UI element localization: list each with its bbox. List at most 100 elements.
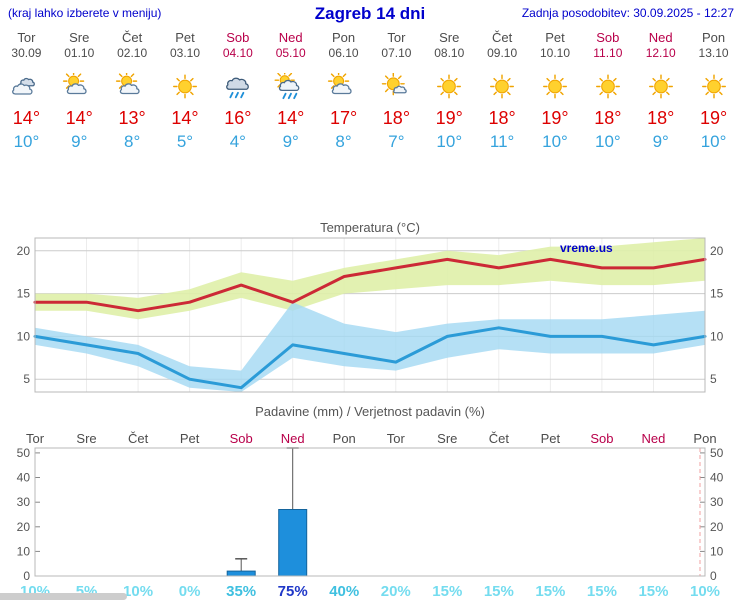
day-max-temp: 19° <box>435 108 463 128</box>
day-name: Pon <box>331 30 356 45</box>
day-column[interactable]: Sre 08.10 19° 10° <box>423 30 476 151</box>
precip-probability: 10% <box>689 583 721 600</box>
day-date: 12.10 <box>645 46 676 60</box>
precip-probability-row: 10% 5% 10% 0% 35% 75% 40% 20% 15% 15% 15% 15% 15% 10% <box>0 583 740 600</box>
day-date: 09.10 <box>487 46 518 60</box>
day-date: 07.10 <box>381 46 412 60</box>
precip-day-label: Čet <box>127 431 149 446</box>
temp-axis-label: 15 <box>710 287 724 301</box>
day-date: 08.10 <box>434 46 465 60</box>
day-name: Čet <box>122 30 143 45</box>
day-name: Pet <box>545 30 565 45</box>
day-min-temp: 5° <box>176 132 194 151</box>
day-min-temp: 11° <box>489 132 515 151</box>
day-max-temp: 18° <box>594 108 622 128</box>
sunny-icon <box>476 73 529 101</box>
day-date: 06.10 <box>328 46 359 60</box>
day-column[interactable]: Sre 01.10 14° 9° <box>53 30 106 151</box>
day-date: 13.10 <box>698 46 729 60</box>
precip-axis-label: 10 <box>17 544 31 558</box>
precip-day-label: Ned <box>641 431 666 446</box>
precipitation-chart-title: Padavine (mm) / Verjetnost padavin (%) <box>255 404 485 419</box>
temp-axis-label: 5 <box>710 372 717 386</box>
precip-axis-label: 30 <box>710 495 724 509</box>
precip-probability: 20% <box>380 583 411 600</box>
day-column[interactable]: Čet 02.10 13° 8° <box>106 30 159 151</box>
precip-probability: 15% <box>432 583 463 600</box>
day-column[interactable]: Ned 12.10 18° 9° <box>634 30 687 151</box>
temperature-chart-title: Temperatura (°C) <box>320 220 420 235</box>
precip-day-label: Pet <box>540 431 561 446</box>
day-max-temp: 16° <box>224 108 252 128</box>
day-name: Ned <box>648 30 673 45</box>
precipitation-chart: 0 0 10 10 20 20 30 30 40 40 50 50 <box>17 446 724 580</box>
day-min-temp: 10° <box>594 132 621 151</box>
day-date: 05.10 <box>275 46 306 60</box>
precip-probability: 40% <box>329 583 360 600</box>
temperature-chart: 5 5 10 10 15 15 20 20 vreme.us <box>17 237 724 393</box>
day-date: 10.10 <box>539 46 570 60</box>
sunny-icon <box>529 73 582 101</box>
last-updated: Zadnja posodobitev: 30.09.2025 - 12:27 <box>521 6 734 20</box>
precip-probability: 15% <box>638 583 669 600</box>
precip-axis-label: 10 <box>710 544 724 558</box>
precip-day-label: Sob <box>229 431 253 446</box>
day-strip: Tor 30.09 14° 10° Sre 01.10 14° 9° Čet 02.10 13° 8°… <box>0 0 740 175</box>
day-name: Sre <box>439 30 460 45</box>
day-column[interactable]: Pon 06.10 17° 8° <box>317 30 370 151</box>
day-column[interactable]: Tor 07.10 18° 7° <box>370 30 423 151</box>
precip-day-label: Čet <box>488 431 509 446</box>
precip-axis-label: 40 <box>710 471 724 485</box>
day-column[interactable]: Tor 30.09 14° 10° <box>0 30 53 151</box>
precip-day-label: Pon <box>693 431 717 446</box>
menu-hint: (kraj lahko izberete v meniju) <box>8 6 162 20</box>
day-name: Sre <box>69 30 90 45</box>
partly-cloudy-icon <box>53 70 106 101</box>
precip-bar <box>226 570 256 577</box>
precip-axis-label: 20 <box>17 520 31 534</box>
mostly-sunny-icon <box>370 72 423 101</box>
day-column[interactable]: Sob 11.10 18° 10° <box>581 30 634 151</box>
sunny-icon <box>159 73 212 101</box>
precip-axis-label: 0 <box>710 569 717 580</box>
day-date: 01.10 <box>64 46 95 60</box>
precip-day-labels: Tor Sre Čet Pet Sob Ned Pon Tor Sre Čet Pet Sob Ned P… <box>0 431 740 447</box>
day-name: Pon <box>701 30 726 45</box>
day-column[interactable]: Pon 13.10 19° 10° <box>687 30 740 151</box>
day-name: Tor <box>17 30 36 45</box>
day-column[interactable]: Pet 10.10 19° 10° <box>529 30 582 151</box>
day-date: 30.09 <box>11 46 42 60</box>
day-max-temp: 14° <box>12 108 41 128</box>
day-name: Pet <box>175 30 195 45</box>
day-column[interactable]: Ned 05.10 14° 9° <box>264 30 317 151</box>
day-min-temp: 10° <box>542 132 568 151</box>
precip-axis-label: 30 <box>17 495 31 509</box>
day-max-temp: 19° <box>699 108 728 128</box>
precip-axis-label: 50 <box>17 446 31 460</box>
precip-day-label: Ned <box>280 431 305 446</box>
day-column[interactable]: Čet 09.10 18° 11° <box>476 30 529 151</box>
precip-day-label: Sre <box>76 431 97 446</box>
vreme-us-watermark[interactable]: vreme.us <box>560 241 613 255</box>
precip-probability: 15% <box>586 583 617 600</box>
precip-day-label: Sre <box>437 431 458 446</box>
day-column[interactable]: Pet 03.10 14° 5° <box>159 30 212 151</box>
precip-day-label: Sob <box>590 431 614 446</box>
sunny-icon <box>423 73 476 101</box>
temp-axis-label: 15 <box>17 287 31 301</box>
precip-probability: 15% <box>483 583 514 600</box>
rain-icon <box>211 73 264 101</box>
day-min-temp: 4° <box>229 132 246 151</box>
day-max-temp: 18° <box>647 108 675 128</box>
day-name: Tor <box>387 30 406 45</box>
day-name: Sob <box>596 30 620 45</box>
day-min-temp: 9° <box>652 132 669 151</box>
precip-axis-label: 20 <box>710 520 724 534</box>
day-min-temp: 9° <box>282 132 299 151</box>
day-min-temp: 9° <box>71 132 88 151</box>
bottom-bar-fragment <box>0 593 127 600</box>
sunny-icon <box>687 73 740 101</box>
page-title: Zagreb 14 dni <box>314 4 426 23</box>
day-min-temp: 10° <box>13 132 40 151</box>
day-column[interactable]: Sob 04.10 16° 4° <box>211 30 264 151</box>
